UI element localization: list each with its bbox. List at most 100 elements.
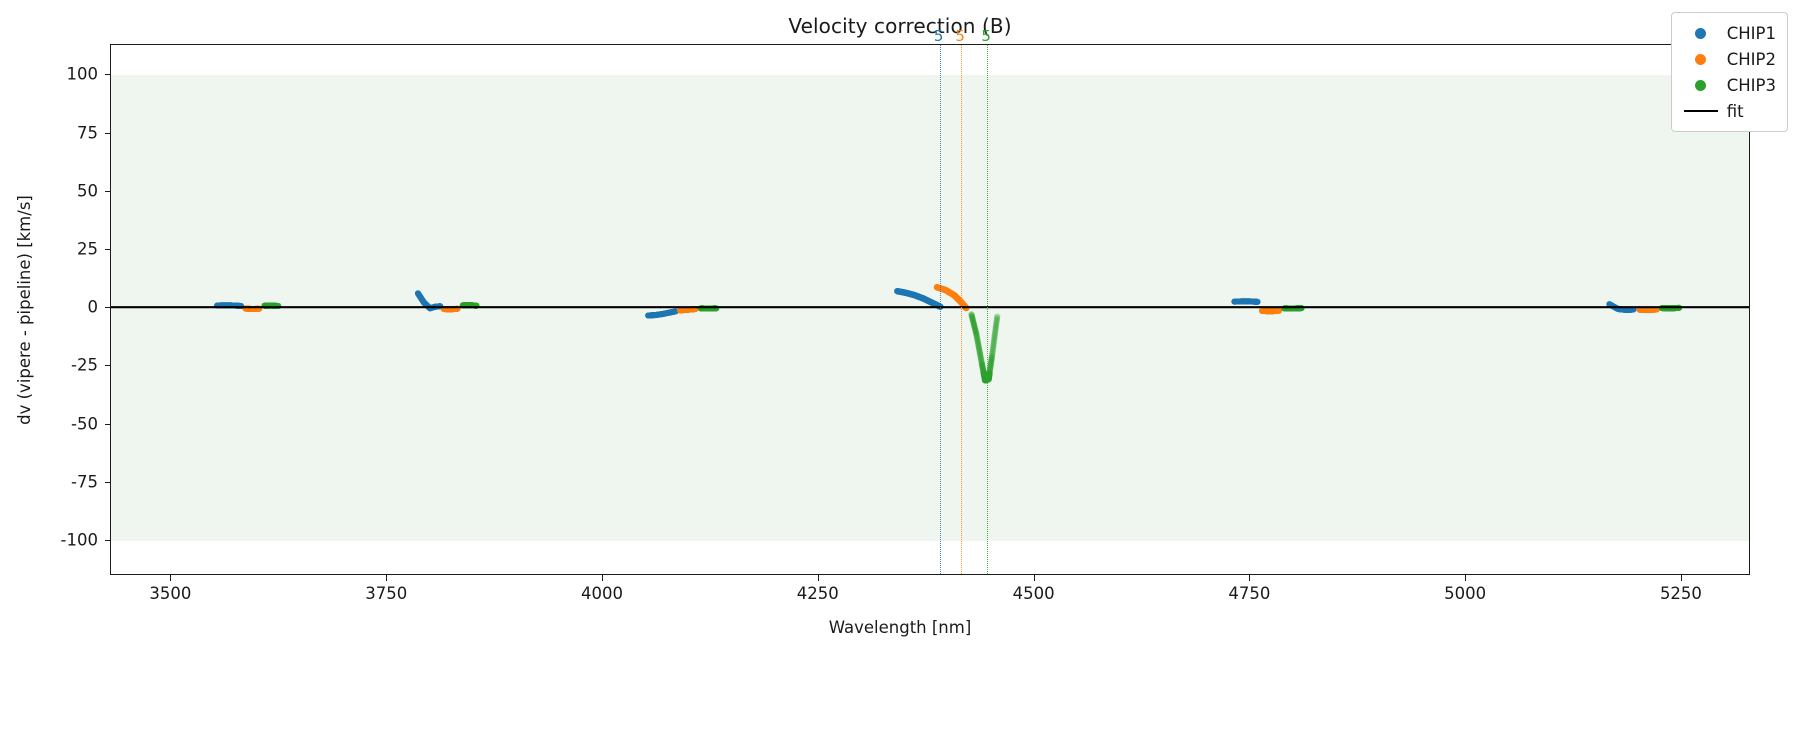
data-point (968, 311, 975, 318)
y-tick-label: -50 (71, 414, 98, 434)
data-point (992, 325, 999, 333)
data-point (978, 360, 985, 367)
data-point (979, 363, 986, 370)
data-point (992, 328, 999, 335)
legend-line-swatch (1681, 109, 1721, 113)
legend-dot-icon (1695, 79, 1707, 91)
x-tick-mark (602, 575, 603, 581)
data-point (979, 363, 986, 370)
marker-vline-label: 5 (933, 27, 944, 45)
data-point (968, 311, 975, 318)
marker-vline-label: 5 (955, 27, 965, 45)
data-point (972, 328, 979, 335)
data-point (988, 355, 995, 362)
legend-item-chip1[interactable]: CHIP1 (1681, 20, 1776, 46)
marker-vline (961, 45, 963, 574)
y-tick-mark (104, 423, 110, 425)
data-point (993, 314, 1001, 321)
x-tick-mark (1680, 575, 1682, 581)
data-point (991, 335, 998, 342)
data-point (989, 346, 996, 353)
data-point (969, 316, 976, 323)
data-point (974, 338, 981, 345)
data-point (989, 350, 996, 358)
y-tick-mark (104, 132, 110, 134)
data-point (989, 352, 996, 359)
data-point (978, 357, 985, 364)
legend-item-fit[interactable]: fit (1681, 98, 1776, 124)
data-point (978, 358, 985, 365)
data-point (987, 364, 994, 371)
data-point (975, 344, 982, 351)
series-svg (111, 284, 1749, 384)
data-point (990, 342, 997, 349)
data-point (1254, 298, 1261, 305)
data-point (987, 363, 994, 370)
data-point (972, 328, 979, 335)
y-tick-label: 0 (87, 297, 99, 317)
data-point (970, 321, 978, 328)
x-axis-label: Wavelength [nm] (828, 618, 972, 637)
legend-label: fit (1726, 101, 1744, 121)
marker-vline (987, 45, 989, 574)
data-point (973, 332, 980, 339)
legend-label: CHIP2 (1726, 49, 1776, 69)
data-point (988, 359, 995, 366)
data-point (978, 359, 985, 366)
x-tick-mark (170, 575, 172, 581)
data-point (969, 314, 976, 321)
legend-dot-icon (1695, 53, 1707, 65)
data-point (991, 330, 999, 337)
y-tick-mark (104, 540, 110, 542)
data-point (992, 324, 999, 331)
data-point (993, 321, 1000, 328)
chart-legend[interactable]: CHIP1 CHIP2 CHIP3 fit (1670, 12, 1788, 132)
data-point (977, 352, 984, 359)
x-tick-label: 5000 (1444, 584, 1487, 603)
y-tick-label: -25 (71, 355, 98, 375)
x-tick-label: 3750 (365, 584, 408, 603)
data-point (993, 320, 1000, 327)
data-point (971, 322, 978, 330)
data-point (978, 359, 985, 367)
data-point (975, 342, 982, 349)
y-tick-label: 50 (77, 181, 98, 201)
data-point (977, 355, 984, 362)
data-point (991, 331, 998, 338)
legend-dot-swatch (1681, 79, 1721, 91)
y-tick-label: 100 (66, 64, 99, 84)
data-point (976, 350, 984, 357)
legend-item-chip2[interactable]: CHIP2 (1681, 46, 1776, 72)
data-point (972, 326, 979, 333)
plot-axes (110, 44, 1750, 575)
legend-dot-swatch (1681, 53, 1721, 65)
legend-label: CHIP1 (1726, 23, 1776, 43)
data-point (970, 319, 977, 326)
x-tick-label: 3500 (149, 584, 192, 603)
data-point (974, 337, 981, 344)
data-point (987, 360, 994, 367)
data-point (974, 339, 982, 346)
data-point (990, 341, 997, 348)
data-point (970, 320, 977, 327)
y-tick-label: 75 (77, 123, 98, 142)
data-layer (111, 45, 1749, 574)
data-point (979, 362, 986, 369)
data-point (971, 325, 979, 332)
data-point (972, 329, 980, 336)
data-point (969, 317, 977, 324)
data-point (988, 357, 995, 364)
data-point (992, 323, 1000, 330)
x-tick-mark (817, 575, 819, 581)
data-point (987, 362, 994, 369)
x-tick-label: 4000 (581, 584, 623, 603)
data-point (976, 348, 983, 355)
legend-item-chip3[interactable]: CHIP3 (1681, 72, 1776, 98)
x-tick-mark (1249, 575, 1251, 581)
x-tick-label: 5250 (1659, 584, 1702, 603)
marker-vline-label: 5 (981, 27, 991, 45)
data-point (973, 333, 980, 340)
data-point (975, 345, 983, 352)
data-point (979, 364, 986, 371)
